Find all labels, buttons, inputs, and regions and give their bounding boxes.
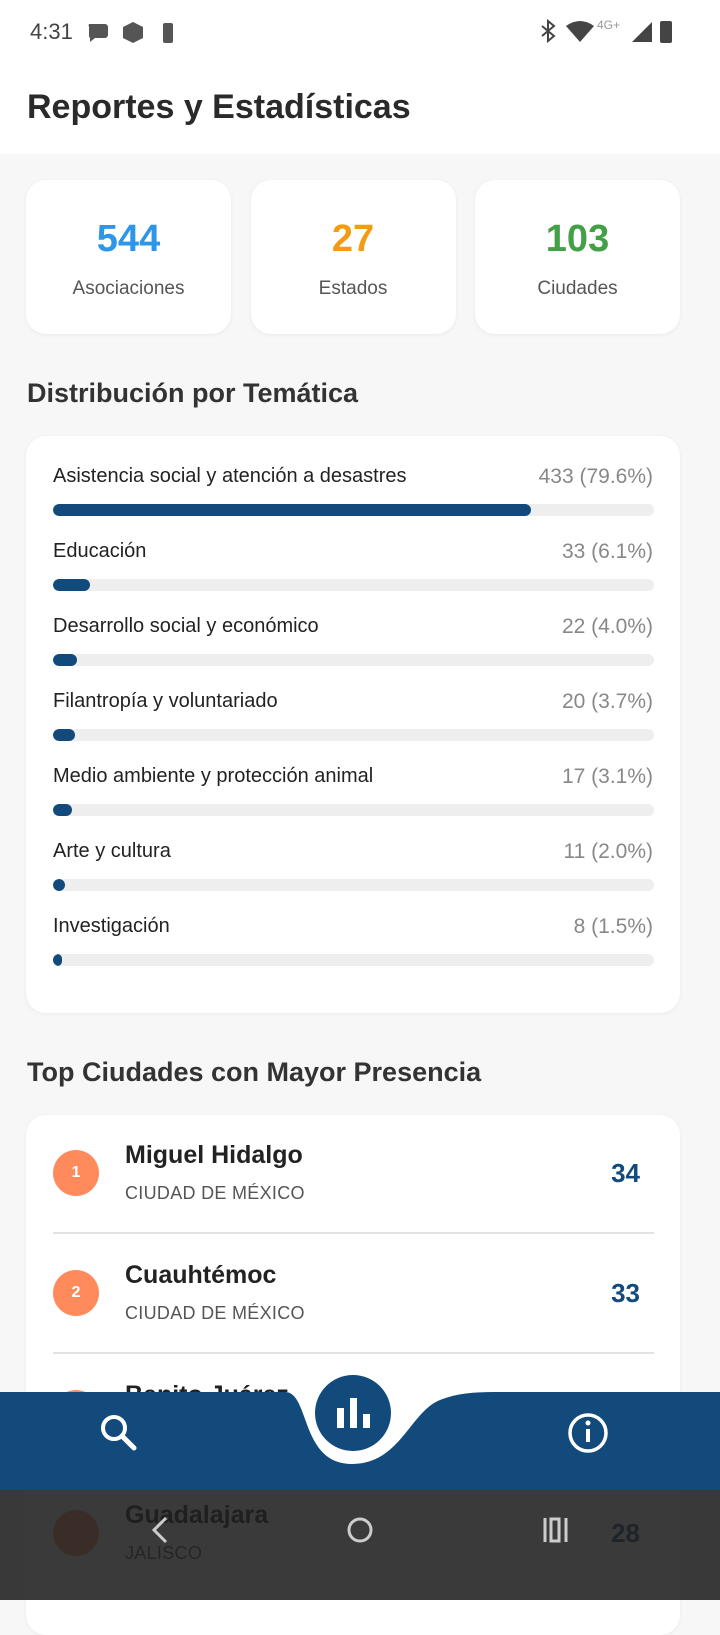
status-icons xyxy=(88,22,173,43)
stat-label: Ciudades xyxy=(537,278,618,299)
recents-button[interactable] xyxy=(543,1517,568,1543)
progress-bar xyxy=(53,729,76,741)
topic-name: Asistencia social y atención a desastres xyxy=(53,465,407,487)
progress-bar xyxy=(53,879,66,891)
city-count: 34 xyxy=(611,1158,640,1188)
topic-name: Filantropía y voluntariado xyxy=(53,690,278,712)
rank-badge: 2 xyxy=(53,1270,99,1316)
topic-value: 11 (2.0%) xyxy=(563,840,654,863)
progress-track xyxy=(53,879,654,891)
network-type: 4G+ xyxy=(597,18,621,32)
search-button[interactable] xyxy=(101,1415,137,1451)
progress-bar xyxy=(53,504,532,516)
stat-value: 103 xyxy=(545,218,610,260)
status-bar: 4:31 4G+ xyxy=(0,0,720,64)
city-count: 33 xyxy=(611,1278,640,1308)
topic-value: 22 (4.0%) xyxy=(561,615,653,638)
topic-value: 33 (6.1%) xyxy=(561,540,653,563)
progress-track xyxy=(53,804,654,816)
progress-bar xyxy=(53,579,90,591)
screen: { "status_bar": {"time": "4:31", "networ… xyxy=(0,0,720,1600)
stat-value: 544 xyxy=(96,218,161,260)
stat-card: 27 Estados xyxy=(250,180,456,334)
topic-value: 17 (3.1%) xyxy=(561,765,653,788)
page-title: Reportes y Estadísticas xyxy=(27,88,411,126)
topic-value: 8 (1.5%) xyxy=(573,915,653,938)
divider xyxy=(53,1352,654,1354)
stat-card: 103 Ciudades xyxy=(475,180,680,334)
divider xyxy=(53,1232,654,1234)
section-title: Top Ciudades con Mayor Presencia xyxy=(27,1057,482,1087)
home-button[interactable] xyxy=(347,1517,373,1543)
rank-badge: 1 xyxy=(53,1150,99,1196)
progress-bar xyxy=(53,654,78,666)
city-name: Miguel Hidalgo xyxy=(125,1141,303,1169)
stats-fab[interactable] xyxy=(314,1374,392,1452)
stat-card: 544 Asociaciones xyxy=(26,180,231,334)
topic-name: Arte y cultura xyxy=(53,840,171,862)
progress-bar xyxy=(53,954,62,966)
back-button[interactable] xyxy=(151,1516,168,1544)
city-name: Cuauhtémoc xyxy=(125,1261,277,1289)
time: 4:31 xyxy=(30,19,73,44)
progress-bar xyxy=(53,804,72,816)
progress-track xyxy=(53,729,654,741)
topic-value: 20 (3.7%) xyxy=(561,690,653,713)
progress-track xyxy=(53,504,654,516)
progress-track xyxy=(53,579,654,591)
app-header: Reportes y Estadísticas xyxy=(0,64,720,154)
topic-name: Desarrollo social y económico xyxy=(53,615,319,637)
system-nav xyxy=(0,1490,720,1600)
topic-name: Investigación xyxy=(53,915,170,937)
city-state: CIUDAD DE MÉXICO xyxy=(125,1183,305,1203)
stat-label: Asociaciones xyxy=(72,278,185,299)
progress-track xyxy=(53,654,654,666)
topic-name: Medio ambiente y protección animal xyxy=(53,765,374,787)
topic-name: Educación xyxy=(53,540,147,562)
info-button[interactable] xyxy=(568,1413,608,1453)
stat-label: Estados xyxy=(318,278,388,299)
topics-card xyxy=(26,436,680,1013)
city-state: CIUDAD DE MÉXICO xyxy=(125,1303,305,1323)
progress-track xyxy=(53,954,654,966)
status-right-icons xyxy=(541,18,672,44)
section-title: Distribución por Temática xyxy=(27,378,359,408)
topic-value: 433 (79.6%) xyxy=(538,465,653,488)
stat-value: 27 xyxy=(331,218,375,260)
